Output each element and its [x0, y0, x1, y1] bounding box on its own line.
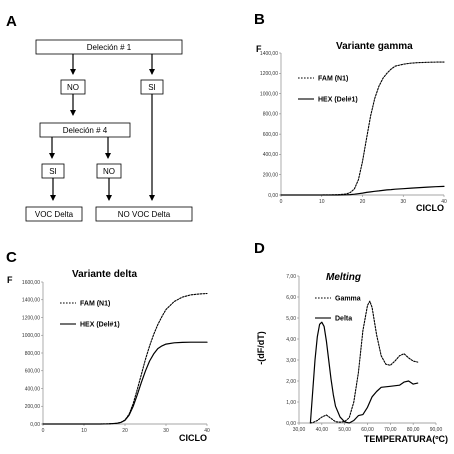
chart-melting-ytick-label: 5,00 [286, 316, 296, 322]
chart-gamma-ytick-label: 0,00 [268, 193, 278, 199]
chart-delta-ytick-label: 1200,00 [22, 315, 40, 321]
chart-gamma-ytick-label: 600,00 [263, 132, 279, 138]
chart-gamma-xtick-label: 0 [280, 199, 283, 205]
chart-gamma-xtick-label: 10 [319, 199, 325, 205]
deletion-4-box [39, 122, 131, 138]
chart-gamma-xtick-label: 40 [441, 199, 447, 205]
chart-melting-ytick-label: 2,00 [286, 379, 296, 385]
chart-delta-xtick-label: 30 [163, 428, 169, 434]
chart-melting-ytick-label: 7,00 [286, 274, 296, 280]
no-voc-delta-box [95, 206, 193, 222]
chart-delta-xtick-label: 20 [122, 428, 128, 434]
chart-gamma-ytick-label: 1000,00 [260, 91, 278, 97]
chart-delta-xlabel: CICLO [179, 433, 207, 443]
chart-delta-ytick-label: 400,00 [25, 386, 41, 392]
chart-delta-xtick-label: 40 [204, 428, 210, 434]
chart-delta-series-solid-line [42, 341, 208, 425]
panel-a: A Deleción # 1 NO SI Deleción # 4 SI NO … [6, 13, 193, 222]
chart-melting-ytick-label: 0,00 [286, 421, 296, 427]
chart-delta-ytick-label: 800,00 [25, 351, 41, 357]
voc-delta-label: VOC Delta [35, 210, 74, 219]
chart-melting-xtick-label: 70,00 [384, 427, 397, 433]
chart-gamma-xtick-label: 20 [360, 199, 366, 205]
chart-gamma-title: Variante gamma [336, 41, 413, 52]
chart-gamma-xlabel: CICLO [416, 203, 444, 213]
deletion-1-box [35, 39, 183, 55]
chart-gamma-ytick-label: 1200,00 [260, 71, 278, 77]
chart-delta-ylabel: F [7, 275, 13, 285]
chart-delta-ytick-label: 600,00 [25, 369, 41, 375]
panel-c-letter: C [6, 249, 17, 266]
chart-gamma-legend-label: HEX (Del#1) [318, 97, 358, 104]
chart-melting: Melting -(dF/dT) TEMPERATURA(ºC) 0,00 1,00 2,… [256, 272, 448, 444]
chart-delta-ytick-label: 1000,00 [22, 333, 40, 339]
deletion-4-label: Deleción # 4 [63, 126, 108, 135]
chart-gamma-xtick-label: 30 [400, 199, 406, 205]
chart-melting-series-solid-line [309, 321, 419, 424]
chart-melting-ytick-label: 3,00 [286, 358, 296, 364]
chart-delta-ytick-label: 0,00 [30, 422, 40, 428]
chart-melting-xtick-label: 90,00 [430, 427, 443, 433]
chart-delta-title: Variante delta [72, 269, 137, 280]
panel-b-letter: B [254, 11, 265, 28]
no-voc-delta-label: NO VOC Delta [118, 210, 171, 219]
chart-melting-legend-label: Gamma [335, 296, 361, 303]
chart-delta-series-dotted-line [42, 292, 208, 425]
chart-delta-ytick-label: 1600,00 [22, 280, 40, 286]
chart-melting-xtick-label: 60,00 [361, 427, 374, 433]
chart-melting-xtick-label: 80,00 [407, 427, 420, 433]
chart-melting-series-dotted-line [309, 300, 419, 424]
chart-melting-title: Melting [326, 272, 361, 283]
chart-gamma-ytick-label: 800,00 [263, 112, 279, 118]
chart-delta-xtick-label: 0 [42, 428, 45, 434]
chart-melting-legend-label: Delta [335, 316, 352, 323]
si-label-1: SI [148, 83, 156, 92]
chart-gamma: Variante gamma F CICLO 0,00 200,00 400,00 600,… [256, 41, 447, 213]
chart-delta-ytick-label: 1400,00 [22, 298, 40, 304]
panel-a-letter: A [6, 13, 17, 30]
chart-gamma-ytick-label: 1400,00 [260, 51, 278, 57]
chart-gamma-series-solid-line [280, 185, 445, 196]
deletion-1-label: Deleción # 1 [87, 43, 132, 52]
chart-delta-ytick-label: 200,00 [25, 404, 41, 410]
chart-melting-xtick-label: 50,00 [338, 427, 351, 433]
panel-d-letter: D [254, 240, 265, 257]
chart-gamma-ytick-label: 200,00 [263, 173, 279, 179]
chart-gamma-series-dotted-line [280, 61, 445, 196]
chart-melting-xtick-label: 30,00 [293, 427, 306, 433]
chart-melting-ylabel: -(dF/dT) [256, 331, 266, 364]
no-label-1: NO [67, 83, 79, 92]
chart-delta-xtick-label: 10 [81, 428, 87, 434]
chart-melting-xlabel: TEMPERATURA(ºC) [364, 434, 448, 444]
chart-delta-legend-label: HEX (Del#1) [80, 322, 120, 329]
chart-gamma-ylabel: F [256, 44, 262, 54]
chart-melting-ytick-label: 6,00 [286, 295, 296, 301]
no-label-2: NO [103, 167, 115, 176]
chart-delta: Variante delta F CICLO 0,00 200,00 400,00 600,… [7, 269, 210, 443]
voc-delta-box [25, 206, 83, 222]
chart-melting-ytick-label: 4,00 [286, 337, 296, 343]
si-label-2: SI [49, 167, 57, 176]
chart-melting-xtick-label: 40,00 [316, 427, 329, 433]
chart-delta-legend-label: FAM (N1) [80, 301, 110, 308]
chart-gamma-legend-label: FAM (N1) [318, 76, 348, 83]
chart-melting-ytick-label: 1,00 [286, 400, 296, 406]
chart-gamma-ytick-label: 400,00 [263, 152, 279, 158]
